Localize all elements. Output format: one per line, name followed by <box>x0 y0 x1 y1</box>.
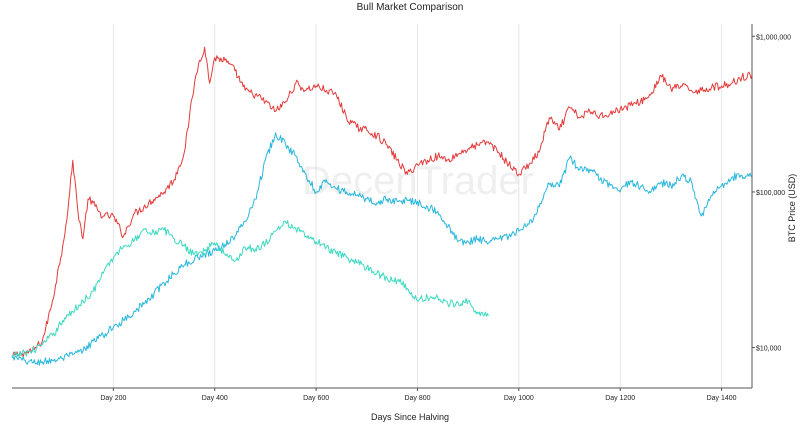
label-layer: Bull Market Comparison Days Since Halvin… <box>357 2 797 422</box>
x-tick-label: Day 600 <box>303 395 329 402</box>
grid-layer <box>112 24 723 388</box>
x-tick-label: Day 1000 <box>504 395 534 402</box>
series-line-2 <box>11 132 753 366</box>
series-layer <box>11 46 753 366</box>
y-tick-label: $1,000,000 <box>756 34 791 41</box>
x-tick-label: Day 1400 <box>707 395 737 402</box>
watermark-layer: DecenTrader <box>302 159 534 203</box>
series-line-3 <box>11 220 489 358</box>
series-line-1 <box>11 46 753 358</box>
x-axis-title: Days Since Halving <box>371 412 449 422</box>
x-tick-label: Day 800 <box>404 395 430 402</box>
x-tick-label: Day 400 <box>202 395 228 402</box>
x-tick-label: Day 1200 <box>605 395 635 402</box>
watermark: DecenTrader <box>302 159 534 203</box>
y-tick-label: $100,000 <box>756 190 785 197</box>
chart-title: Bull Market Comparison <box>357 2 464 13</box>
x-tick-label: Day 200 <box>100 395 126 402</box>
y-axis-title: BTC Price (USD) <box>787 174 797 243</box>
axis-layer: Day 200 Day 400 Day 600 Day 800 Day 1000 Day … <box>12 24 791 402</box>
y-tick-label: $10,000 <box>756 346 781 353</box>
